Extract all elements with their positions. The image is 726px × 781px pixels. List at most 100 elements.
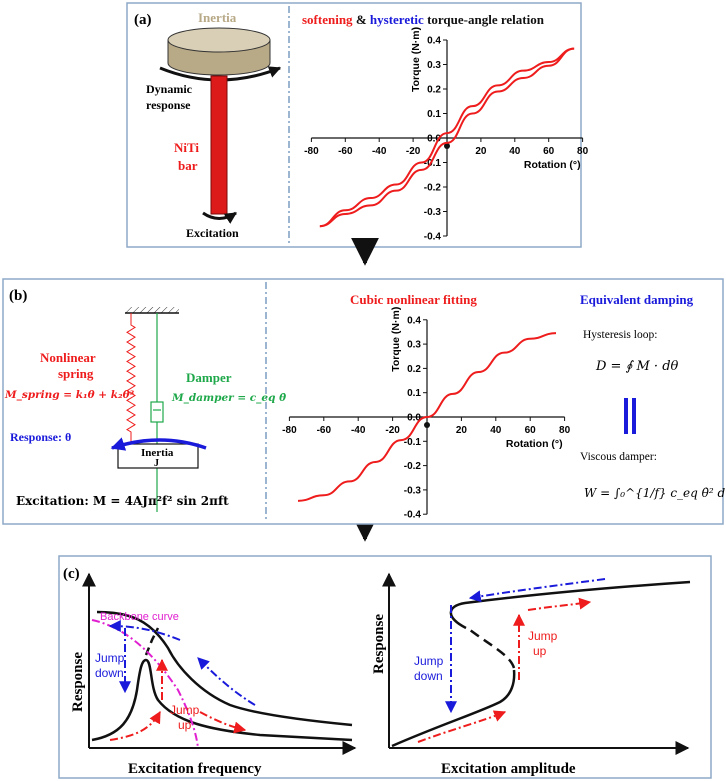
spring-label-line2: spring xyxy=(58,366,94,381)
viscous-equation: W = ∫₀^{1/f} c_eq θ̇² dt xyxy=(584,486,726,500)
chart-b: -80 -60 -40 -20 20 40 60 80 -0.4 -0.3 -0.2 -0.1 0.0 0… xyxy=(282,307,570,521)
x-tick-label: 60 xyxy=(543,146,555,157)
excitation-label: Excitation xyxy=(186,226,239,240)
y-tick-label: 0.1 xyxy=(407,388,421,399)
inertia-j-label: J xyxy=(154,458,159,469)
x-tick-label: 20 xyxy=(456,425,468,436)
nonlinear-spring xyxy=(126,313,136,444)
excitation-equation: Excitation: M = 4AJπ²f² sin 2πft xyxy=(16,494,229,508)
left-jump-down-line2: down xyxy=(95,666,124,680)
panel-c: (c) Backbone curve Jump down Jump up Res… xyxy=(58,555,712,779)
dynamic-response-line1: Dynamic xyxy=(146,82,193,96)
inertia-label: Inertia xyxy=(198,10,237,25)
left-jump-up-line1: Jump xyxy=(170,703,200,717)
y-tick-label: -0.2 xyxy=(404,461,422,472)
y-tick-label: 0.0 xyxy=(427,134,441,145)
inertia-block xyxy=(117,443,199,469)
x-tick-label: 20 xyxy=(475,146,487,157)
title-hysteretic: hysteretic xyxy=(370,12,424,27)
right-upper-branch xyxy=(449,580,691,630)
chart-a-title: softening & hysteretic torque-angle rela… xyxy=(302,12,545,27)
y-tick-label: 0.4 xyxy=(407,315,421,326)
chart-a: -80 -60 -40 -20 20 40 60 80 -0.4 -0.3 -0.2 -0.1 0.0 0… xyxy=(304,27,588,243)
left-red-sweep-arrow xyxy=(109,710,161,741)
viscous-caption: Viscous damper: xyxy=(580,451,657,463)
y-tick-label: 0.4 xyxy=(427,36,441,47)
y-tick-label: -0.3 xyxy=(404,485,422,496)
y-tick-label: 0.2 xyxy=(407,364,421,375)
left-x-label: Excitation frequency xyxy=(128,761,262,777)
left-red-tail-arrow xyxy=(199,711,247,734)
x-tick-label: -20 xyxy=(385,425,400,436)
left-blue-sweep-arrow xyxy=(197,657,256,706)
left-y-label: Response xyxy=(70,652,86,712)
left-jump-down-line1: Jump xyxy=(95,651,125,665)
y-tick-label: 0.2 xyxy=(427,85,441,96)
hysteresis-caption: Hysteresis loop: xyxy=(583,329,657,341)
right-jump-down-line1: Jump xyxy=(414,654,444,668)
left-unstable-branch xyxy=(144,627,160,656)
x-tick-label: 60 xyxy=(525,425,537,436)
origin-marker xyxy=(424,422,430,428)
ground-support xyxy=(125,307,179,314)
panel-b-label: (b) xyxy=(9,288,27,304)
x-tick-label: -40 xyxy=(372,146,387,157)
y-tick-label: 0.3 xyxy=(427,60,441,71)
panel-b-border xyxy=(2,278,724,525)
series-line-0 xyxy=(297,332,557,502)
x-tick-label: 40 xyxy=(509,146,521,157)
y-tick-label: -0.1 xyxy=(404,437,422,448)
damper xyxy=(150,313,164,512)
origin-marker xyxy=(444,143,450,149)
left-response-plot: Backbone curve Jump down Jump up Respons… xyxy=(70,572,357,777)
damper-label: Damper xyxy=(186,370,232,385)
y-tick-label: -0.4 xyxy=(424,232,442,243)
damper-equation: M_damper = c_eq θ̇ xyxy=(171,392,286,405)
y-tick-label: 0.3 xyxy=(407,340,421,351)
panel-b: (b) Inertia J Nonlinear spring M_spring … xyxy=(2,278,726,525)
x-tick-label: -40 xyxy=(351,425,366,436)
series-line-1 xyxy=(319,47,575,228)
panel-c-label: (c) xyxy=(63,566,80,582)
right-jump-up-line2: up xyxy=(533,644,547,658)
y-axis-label: Torque (N·m) xyxy=(410,27,422,92)
right-jump-up-line1: Jump xyxy=(528,629,558,643)
inertia-block-label: Inertia xyxy=(141,447,174,459)
equal-bar-left xyxy=(624,398,628,434)
y-tick-label: -0.2 xyxy=(424,183,442,194)
response-label: Response: θ xyxy=(10,430,71,444)
y-tick-label: 0.0 xyxy=(407,413,421,424)
title-amp: & xyxy=(353,12,370,27)
right-jump-down-line2: down xyxy=(414,669,443,683)
x-tick-label: -20 xyxy=(406,146,421,157)
x-axis-label: Rotation (°) xyxy=(506,438,563,450)
x-tick-label: -80 xyxy=(304,146,319,157)
right-red-sweep-arrow xyxy=(417,710,507,743)
inertia-disk xyxy=(167,27,271,76)
right-lower-branch xyxy=(391,669,516,748)
right-y-label: Response xyxy=(371,614,387,674)
y-tick-label: -0.3 xyxy=(424,207,442,218)
spring-label-line1: Nonlinear xyxy=(40,350,96,365)
damping-title: Equivalent damping xyxy=(580,292,694,307)
series-line-0 xyxy=(319,47,575,228)
niti-label-line2: bar xyxy=(178,158,198,173)
response-arrow xyxy=(110,437,207,451)
title-softening: softening xyxy=(302,12,353,27)
niti-bar xyxy=(210,75,228,215)
y-axis-label: Torque (N·m) xyxy=(390,307,402,372)
dynamic-response-line2: response xyxy=(146,98,191,112)
x-tick-label: -60 xyxy=(317,425,332,436)
panel-a: (a) Inertia Dynamic response NiTi bar Ex… xyxy=(126,2,589,248)
title-rest: torque-angle relation xyxy=(424,12,545,27)
backbone-curve xyxy=(91,619,199,749)
y-tick-label: -0.4 xyxy=(404,510,422,521)
x-tick-label: -60 xyxy=(338,146,353,157)
x-tick-label: 40 xyxy=(490,425,502,436)
spring-equation: M_spring = k₁θ + k₂θ³ xyxy=(4,389,135,402)
fit-title: Cubic nonlinear fitting xyxy=(350,292,477,307)
backbone-label: Backbone curve xyxy=(100,611,179,623)
left-upper-branch xyxy=(96,610,353,727)
right-blue-sweep-arrow xyxy=(468,578,606,603)
